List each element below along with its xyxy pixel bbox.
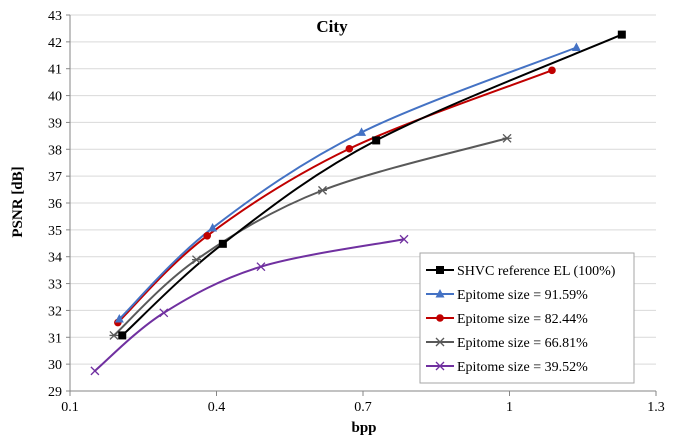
data-point-series-2	[114, 314, 124, 323]
legend: SHVC reference EL (100%) Epitome size = 9…	[419, 252, 635, 384]
series-line-1	[121, 33, 623, 337]
data-point-series-1	[218, 239, 227, 248]
data-point-series-2	[208, 222, 218, 232]
data-point-series-3	[203, 231, 212, 240]
legend-item: Epitome size = 66.81%	[426, 336, 588, 351]
y-tick-label: 37	[48, 170, 62, 185]
series-markers	[90, 30, 626, 376]
legend-item: Epitome size = 91.59%	[426, 288, 588, 303]
x-tick-label: 0.4	[208, 400, 226, 415]
x-tick-label: 1.3	[647, 400, 665, 415]
data-point-series-5	[159, 308, 169, 318]
legend-item: Epitome size = 39.52%	[426, 360, 588, 375]
data-point-series-5	[399, 234, 409, 244]
series-lines	[94, 33, 623, 372]
y-tick-label: 32	[48, 304, 62, 319]
data-point-series-3	[345, 144, 354, 153]
gridlines	[70, 14, 656, 392]
data-point-series-4	[317, 185, 327, 195]
data-point-series-3	[548, 66, 556, 75]
y-tick-label: 38	[48, 143, 62, 158]
data-point-series-1	[617, 30, 626, 39]
legend-marker	[435, 337, 445, 347]
legend-box	[419, 252, 635, 384]
x-axis-title: bpp	[351, 420, 376, 436]
legend-item: SHVC reference EL (100%)	[426, 264, 616, 279]
data-point-series-2	[357, 127, 367, 136]
data-point-series-2	[571, 42, 581, 51]
y-axis-title: PSNR [dB]	[10, 166, 26, 237]
y-tick-label: 34	[48, 251, 62, 266]
y-tick-label: 41	[48, 63, 62, 78]
legend-label: SHVC reference EL (100%)	[457, 264, 616, 279]
x-tick-label: 0.7	[354, 400, 372, 415]
y-tick-label: 36	[48, 197, 62, 212]
legend-label: Epitome size = 66.81%	[457, 336, 588, 351]
y-tick-label: 33	[48, 278, 62, 293]
y-tick-label: 31	[48, 331, 62, 346]
legend-marker	[435, 361, 445, 371]
y-tick-label: 29	[48, 385, 62, 400]
x-tick-label: 1	[506, 400, 513, 415]
legend-label: Epitome size = 91.59%	[457, 288, 588, 303]
data-point-series-5	[256, 262, 266, 272]
series-line-5	[94, 238, 405, 372]
legend-label: Epitome size = 82.44%	[457, 312, 588, 327]
data-point-series-1	[118, 331, 127, 340]
y-tick-label: 42	[48, 36, 62, 51]
data-point-series-4	[502, 133, 512, 143]
y-tick-label: 39	[48, 116, 62, 131]
series-line-4	[113, 137, 508, 337]
legend-marker	[436, 266, 444, 274]
series-line-2	[118, 46, 577, 320]
y-tick-label: 35	[48, 224, 62, 239]
legend-marker	[435, 289, 445, 298]
data-point-series-1	[372, 136, 381, 145]
legend-label: Epitome size = 39.52%	[457, 360, 588, 375]
y-tick-label: 40	[48, 90, 62, 105]
axes: 29 30 31 32 33 34 35 36 37 38 39 40 41 42 43 0.1 0.4 0.7 1…	[48, 9, 665, 415]
data-point-series-4	[191, 255, 201, 265]
y-tick-label: 43	[48, 9, 62, 24]
chart-title: City	[316, 17, 348, 36]
data-point-series-4	[109, 330, 119, 340]
x-tick-label: 0.1	[61, 400, 79, 415]
y-tick-label: 30	[48, 358, 62, 373]
legend-item: Epitome size = 82.44%	[426, 312, 588, 327]
data-point-series-5	[90, 366, 100, 376]
legend-marker	[436, 314, 444, 322]
series-line-3	[117, 69, 553, 324]
